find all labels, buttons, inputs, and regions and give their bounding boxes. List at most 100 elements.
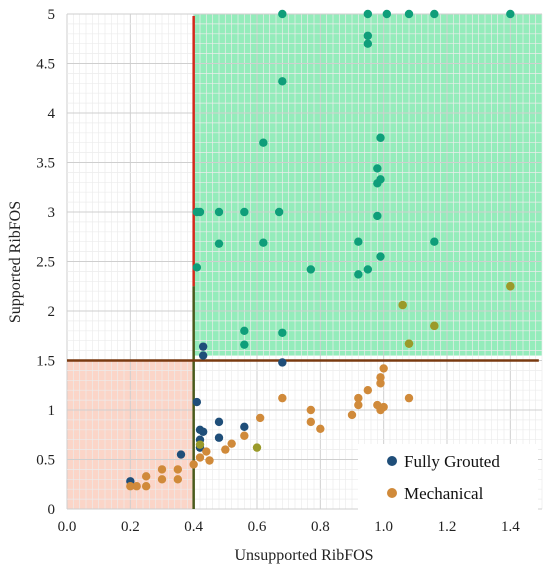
data-point-series-2 (347, 410, 357, 420)
data-point-series-3 (404, 339, 414, 348)
legend-box (358, 444, 538, 514)
data-point-series-1 (363, 39, 373, 48)
data-point-series-2 (173, 475, 183, 484)
data-point-series-2 (306, 405, 316, 415)
data-point-series-2 (221, 445, 230, 454)
data-point-series-1 (195, 207, 205, 217)
data-point-series-1 (354, 237, 363, 246)
data-point-series-2 (227, 439, 236, 448)
data-point-series-1 (373, 179, 382, 188)
data-point-series-2 (132, 482, 141, 491)
data-point-series-1 (259, 138, 268, 147)
data-point-series-1 (376, 133, 385, 142)
data-point-series-1 (363, 265, 373, 274)
data-point-series-2 (306, 417, 316, 427)
data-point-series-2 (157, 465, 167, 474)
y-tick-label: 1 (48, 403, 56, 419)
data-point-series-3 (430, 321, 439, 331)
data-point-series-2 (376, 379, 385, 388)
legend-marker-mechanical (387, 488, 397, 498)
data-point-series-1 (214, 239, 224, 248)
x-axis-title: Unsupported RibFOS (234, 547, 373, 564)
x-tick-label: 1.2 (438, 519, 457, 535)
x-tick-label: 0.6 (248, 519, 267, 535)
y-tick-label: 4 (48, 106, 56, 122)
data-point-series-1 (376, 252, 385, 261)
data-point-series-1 (404, 9, 414, 19)
data-point-series-2 (379, 364, 388, 373)
y-tick-label: 4.5 (36, 57, 55, 73)
data-point-series-2 (189, 460, 198, 469)
data-point-series-0 (176, 450, 186, 459)
data-point-series-2 (157, 475, 167, 484)
data-point-series-2 (126, 482, 135, 491)
data-point-series-1 (259, 238, 268, 247)
data-point-series-1 (278, 9, 287, 19)
y-tick-label: 2 (48, 304, 56, 320)
data-point-series-3 (252, 443, 262, 452)
data-points-layer (126, 9, 515, 491)
data-point-series-1 (363, 9, 373, 19)
y-tick-label: 0 (48, 502, 56, 518)
data-point-series-2 (363, 386, 373, 395)
data-point-series-0 (198, 351, 208, 360)
grid-layer (66, 13, 543, 510)
data-point-series-2 (205, 456, 214, 465)
data-point-series-1 (382, 9, 392, 19)
data-point-series-2 (202, 447, 211, 456)
data-point-series-1 (278, 77, 287, 86)
data-point-series-1 (240, 326, 249, 335)
data-point-series-2 (173, 465, 183, 474)
data-point-series-0 (278, 358, 287, 367)
data-point-series-1 (278, 328, 287, 337)
data-point-series-1 (240, 207, 249, 217)
legend-marker-fully-grouted (387, 456, 397, 466)
x-tick-labels: 0.0 0.2 0.4 0.6 0.8 1.0 1.2 1.4 (58, 519, 521, 535)
data-point-series-1 (192, 263, 202, 272)
data-point-series-1 (430, 9, 439, 19)
data-point-series-1 (506, 9, 515, 19)
data-point-series-2 (141, 482, 151, 491)
data-point-series-0 (198, 427, 208, 436)
data-point-series-1 (363, 31, 373, 40)
data-point-series-2 (354, 393, 363, 403)
data-point-series-1 (373, 164, 382, 173)
x-tick-label: 0.2 (121, 519, 140, 535)
data-point-series-0 (214, 417, 224, 427)
y-tick-label: 2.5 (36, 255, 55, 271)
data-point-series-1 (430, 237, 439, 246)
threshold-lines (67, 16, 539, 509)
data-point-series-2 (379, 402, 388, 412)
data-point-series-2 (316, 424, 325, 434)
legend-label-mechanical: Mechanical (404, 484, 484, 503)
data-point-series-2 (195, 453, 205, 462)
y-tick-label: 0.5 (36, 453, 55, 469)
data-point-series-0 (214, 433, 224, 442)
data-point-series-1 (214, 207, 224, 217)
data-point-series-1 (373, 211, 382, 221)
data-point-series-1 (274, 207, 284, 217)
data-point-series-2 (278, 393, 287, 403)
data-point-series-2 (240, 431, 249, 440)
data-point-series-2 (376, 373, 385, 382)
x-tick-label: 0.0 (58, 519, 77, 535)
legend-label-fully-grouted: Fully Grouted (404, 452, 500, 471)
y-tick-label: 1.5 (36, 354, 55, 370)
data-point-series-2 (354, 400, 363, 410)
data-point-series-1 (306, 265, 316, 274)
y-tick-labels: 0 0.5 1 1.5 2 2.5 3 3.5 4 4.5 5 (36, 7, 55, 518)
y-axis-title: Supported RibFOS (7, 201, 24, 323)
y-tick-label: 3 (48, 205, 56, 221)
data-point-series-3 (195, 440, 205, 449)
data-point-series-0 (240, 422, 249, 432)
regions-layer (67, 14, 542, 509)
data-point-series-1 (354, 270, 363, 279)
data-point-series-0 (198, 342, 208, 351)
data-point-series-2 (255, 413, 265, 423)
data-point-series-2 (141, 472, 151, 481)
y-tick-label: 3.5 (36, 156, 55, 172)
data-point-series-3 (398, 300, 407, 310)
x-tick-label: 0.4 (184, 519, 203, 535)
data-point-series-3 (506, 282, 515, 291)
